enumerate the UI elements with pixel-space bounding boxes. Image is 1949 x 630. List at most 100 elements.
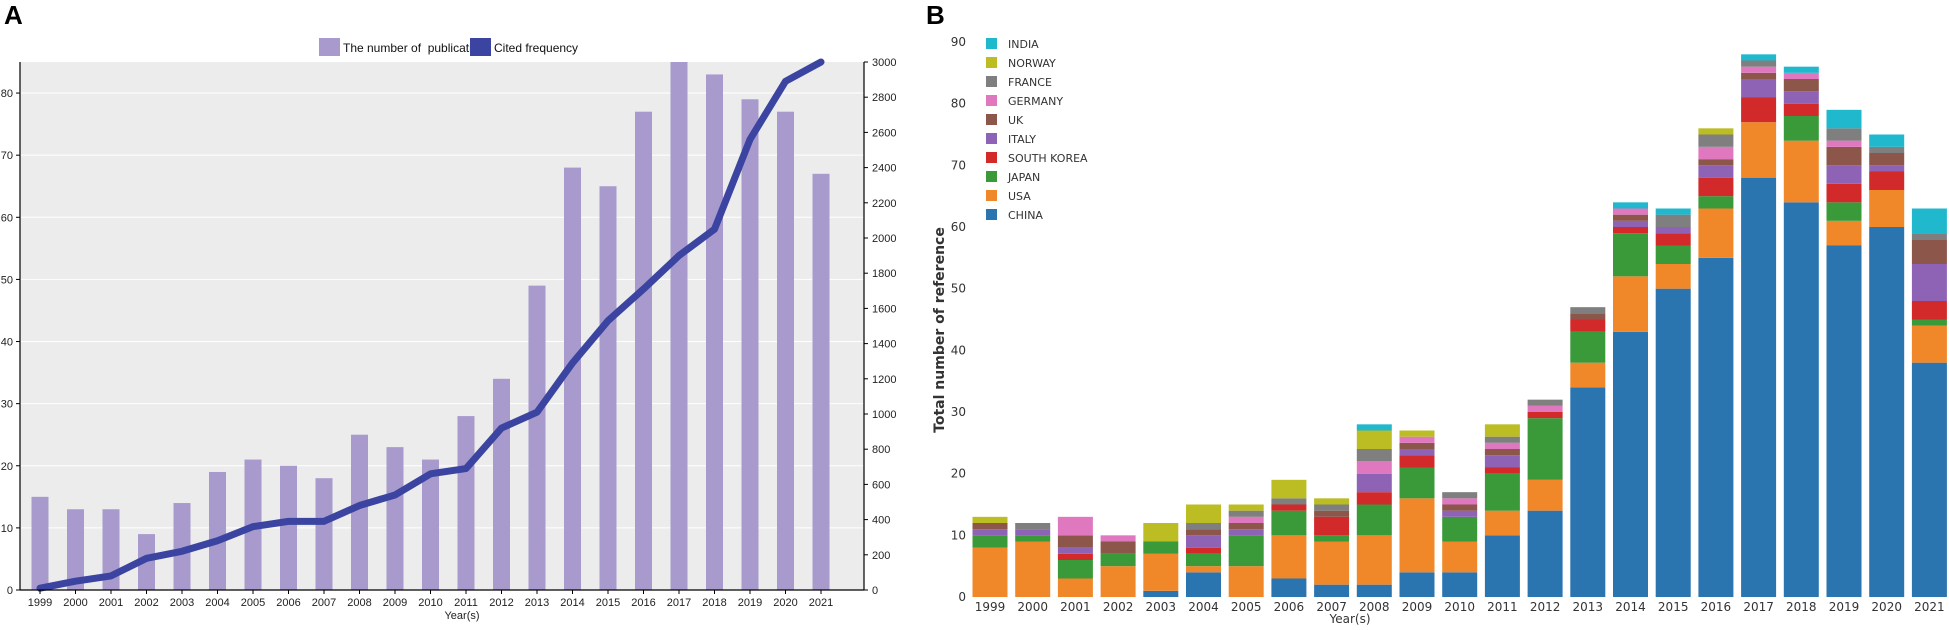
bar-norway-2005 [1228,504,1264,511]
bar-publications-2016 [635,111,652,590]
line-cited-frequency [36,58,825,592]
panel-letter-a: A [4,0,23,30]
xtick-label-a-2009: 2009 [383,597,407,609]
y2tick-label-a-800: 800 [872,444,890,456]
legend-swatch-usa [986,190,997,201]
bar-publications-2015 [599,186,617,590]
xtick-label-a-2002: 2002 [134,597,158,609]
legend-label-south-korea: SOUTH KOREA [1008,152,1088,165]
bar-india-2021 [1911,208,1947,234]
bar-south-korea-2011 [1484,467,1520,474]
bar-publications-2018 [706,74,723,591]
xtick-label-b-2020: 2020 [1871,600,1902,614]
bar-china-2015 [1655,288,1691,597]
bar-france-2012 [1527,399,1563,406]
legend-swatch-cited [470,38,491,56]
bar-france-2013 [1570,307,1606,314]
bar-south-korea-2015 [1655,233,1691,246]
bar-usa-2005 [1228,566,1264,597]
bar-germany-2002 [1100,535,1136,542]
bar-norway-2004 [1186,504,1221,523]
bar-germany-2016 [1698,146,1734,160]
legend-swatch-france [986,76,997,87]
bar-norway-2008 [1356,430,1392,449]
xtick-label-b-2017: 2017 [1743,600,1774,614]
bar-france-2006 [1271,498,1307,505]
bar-publications-2000 [67,509,84,590]
legend-swatch-china [986,209,997,220]
ytick-label-a-70: 70 [1,150,13,162]
bar-india-2018 [1783,66,1819,73]
bar-france-2008 [1356,449,1392,462]
bar-germany-2009 [1399,436,1435,443]
bar-china-2014 [1613,331,1648,597]
bar-uk-2018 [1783,79,1819,92]
ytick-label-b-70: 70 [951,158,966,172]
ytick-label-a-50: 50 [1,274,13,286]
bar-publications-2011 [457,416,475,590]
bar-japan-2016 [1698,196,1734,209]
xtick-label-a-2019: 2019 [738,597,762,609]
bar-china-2004 [1186,572,1221,597]
bar-italy-2010 [1442,510,1478,517]
bar-japan-2013 [1570,331,1606,363]
bar-uk-2017 [1741,72,1777,79]
bar-publications-2013 [528,285,546,590]
legend-swatch-japan [986,171,997,182]
bar-norway-2007 [1314,498,1350,505]
bar-japan-2005 [1228,535,1264,567]
bar-usa-2010 [1442,541,1478,573]
bar-japan-2009 [1399,467,1435,499]
bar-china-2011 [1484,535,1520,597]
ytick-label-b-80: 80 [951,97,966,111]
bar-south-korea-2014 [1613,227,1648,234]
bar-usa-2000 [1015,541,1051,597]
bar-south-korea-2008 [1356,492,1392,505]
legend-label-india: INDIA [1008,38,1039,51]
legend-swatch-south-korea [986,152,997,163]
bar-india-2014 [1613,202,1648,209]
panel-a-chart: 0102030405060708002004006008001000120014… [1,38,897,622]
bar-usa-2013 [1570,362,1606,388]
bar-publications-2014 [564,167,581,590]
bar-italy-2001 [1057,547,1093,554]
panel-b-bars [972,54,1947,598]
xtick-label-a-2010: 2010 [418,597,442,609]
bar-france-2007 [1314,504,1350,511]
panel-a-axes: 0102030405060708002004006008001000120014… [1,57,897,609]
bar-germany-2010 [1442,498,1478,505]
bar-italy-2009 [1399,449,1435,456]
bar-usa-2019 [1826,220,1862,246]
y2tick-label-a-2200: 2200 [872,198,896,210]
bar-uk-2021 [1911,239,1947,264]
legend-label-cited: Cited frequency [494,41,578,55]
bar-france-2015 [1655,214,1691,227]
bar-china-2019 [1826,245,1862,597]
ytick-label-a-30: 30 [1,399,13,411]
bar-south-korea-2001 [1057,553,1093,560]
bar-france-2020 [1869,146,1905,153]
bar-norway-2003 [1143,523,1179,542]
bar-usa-2009 [1399,498,1435,573]
bar-germany-2008 [1356,461,1392,474]
legend-label-japan: JAPAN [1007,171,1040,184]
xtick-label-b-2019: 2019 [1829,600,1860,614]
ytick-label-b-20: 20 [951,467,966,481]
bar-japan-2014 [1613,233,1648,277]
bar-italy-2019 [1826,165,1862,184]
y2tick-label-a-3000: 3000 [872,57,896,69]
legend-swatch-norway [986,57,997,68]
xtick-label-b-2003: 2003 [1146,600,1177,614]
xtick-label-a-2013: 2013 [525,597,549,609]
bar-france-2019 [1826,128,1862,141]
xtick-label-a-2003: 2003 [170,597,194,609]
bar-france-2005 [1228,510,1264,517]
bar-south-korea-2021 [1911,301,1947,320]
bar-south-korea-2012 [1527,412,1563,419]
bar-germany-2014 [1613,208,1648,215]
bar-uk-2020 [1869,153,1905,166]
bar-china-2017 [1741,177,1777,597]
bar-south-korea-2007 [1314,516,1350,536]
bar-uk-2007 [1314,510,1350,517]
